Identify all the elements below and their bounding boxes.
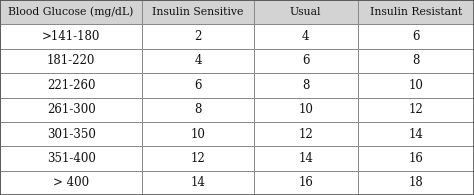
Bar — [142, 49, 254, 73]
Bar — [142, 73, 254, 98]
Bar — [142, 98, 254, 122]
Bar — [142, 122, 254, 146]
Text: 10: 10 — [298, 103, 313, 116]
Bar — [254, 98, 358, 122]
Bar — [0, 171, 142, 195]
Text: 6: 6 — [412, 30, 419, 43]
Bar — [254, 0, 358, 24]
Bar — [358, 98, 474, 122]
Text: 221-260: 221-260 — [47, 79, 95, 92]
Bar — [358, 0, 474, 24]
Bar — [142, 171, 254, 195]
Bar — [0, 146, 142, 171]
Bar — [254, 24, 358, 49]
Bar — [142, 24, 254, 49]
Text: 301-350: 301-350 — [46, 128, 96, 141]
Text: 12: 12 — [298, 128, 313, 141]
Text: 8: 8 — [302, 79, 310, 92]
Text: 16: 16 — [409, 152, 423, 165]
Text: 12: 12 — [191, 152, 205, 165]
Text: 8: 8 — [194, 103, 201, 116]
Bar — [254, 73, 358, 98]
Text: 4: 4 — [302, 30, 310, 43]
Text: >141-180: >141-180 — [42, 30, 100, 43]
Text: 8: 8 — [412, 54, 419, 67]
Text: Insulin Resistant: Insulin Resistant — [370, 7, 462, 17]
Text: 14: 14 — [409, 128, 423, 141]
Bar — [358, 146, 474, 171]
Bar — [254, 171, 358, 195]
Text: 261-300: 261-300 — [47, 103, 95, 116]
Text: 12: 12 — [409, 103, 423, 116]
Bar — [0, 122, 142, 146]
Text: 4: 4 — [194, 54, 201, 67]
Text: 10: 10 — [191, 128, 205, 141]
Bar — [142, 146, 254, 171]
Text: 16: 16 — [298, 176, 313, 189]
Bar — [254, 122, 358, 146]
Bar — [0, 73, 142, 98]
Bar — [358, 49, 474, 73]
Text: 18: 18 — [409, 176, 423, 189]
Text: Blood Glucose (mg/dL): Blood Glucose (mg/dL) — [9, 7, 134, 18]
Text: 6: 6 — [194, 79, 201, 92]
Text: Insulin Sensitive: Insulin Sensitive — [152, 7, 244, 17]
Bar — [254, 146, 358, 171]
Text: 351-400: 351-400 — [46, 152, 96, 165]
Bar — [358, 24, 474, 49]
Text: 14: 14 — [191, 176, 205, 189]
Text: 14: 14 — [298, 152, 313, 165]
Bar — [358, 171, 474, 195]
Text: 10: 10 — [409, 79, 423, 92]
Text: Usual: Usual — [290, 7, 321, 17]
Bar — [358, 122, 474, 146]
Bar — [0, 49, 142, 73]
Text: 2: 2 — [194, 30, 201, 43]
Bar — [254, 49, 358, 73]
Bar — [142, 0, 254, 24]
Bar — [0, 98, 142, 122]
Text: > 400: > 400 — [53, 176, 89, 189]
Bar — [0, 0, 142, 24]
Bar — [0, 24, 142, 49]
Bar — [358, 73, 474, 98]
Text: 181-220: 181-220 — [47, 54, 95, 67]
Text: 6: 6 — [302, 54, 310, 67]
